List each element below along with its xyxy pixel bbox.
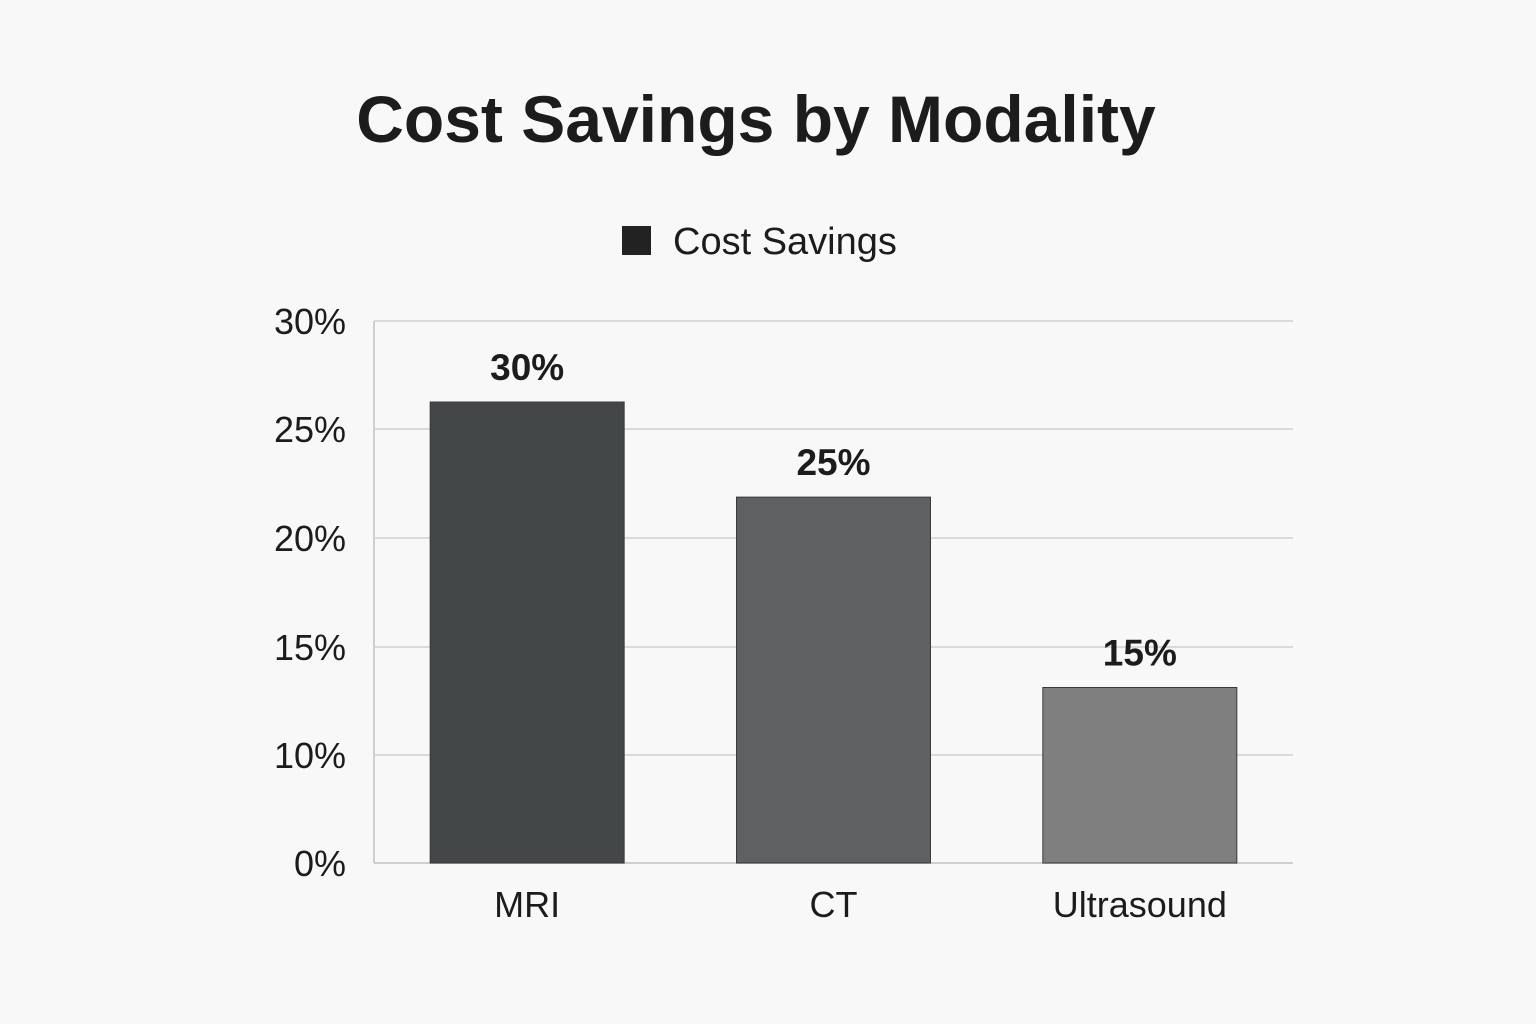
- y-tick-label: 30%: [274, 301, 346, 342]
- x-category-label: CT: [810, 884, 858, 925]
- value-labels: 30% 25% 15%: [490, 347, 1177, 674]
- y-tick-label: 25%: [274, 409, 346, 450]
- x-category-label: Ultrasound: [1053, 884, 1227, 925]
- bars: [429, 401, 1238, 864]
- y-tick-label: 10%: [274, 735, 346, 776]
- legend: Cost Savings: [622, 221, 897, 263]
- legend-label: Cost Savings: [673, 221, 897, 263]
- bar-ct: [736, 496, 931, 864]
- legend-swatch: [622, 226, 651, 255]
- chart-title: Cost Savings by Modality: [356, 82, 1156, 156]
- value-label: 25%: [796, 442, 870, 483]
- value-label: 15%: [1103, 633, 1177, 674]
- y-axis-ticks: 0% 10% 15% 20% 25% 30%: [274, 301, 346, 884]
- y-tick-label: 20%: [274, 518, 346, 559]
- y-tick-label: 15%: [274, 627, 346, 668]
- value-label: 30%: [490, 347, 564, 388]
- y-tick-label: 0%: [294, 843, 346, 884]
- bar-ultrasound: [1042, 687, 1238, 864]
- x-category-label: MRI: [494, 884, 560, 925]
- x-axis-categories: MRI CT Ultrasound: [494, 884, 1227, 925]
- bar-mri: [429, 401, 625, 864]
